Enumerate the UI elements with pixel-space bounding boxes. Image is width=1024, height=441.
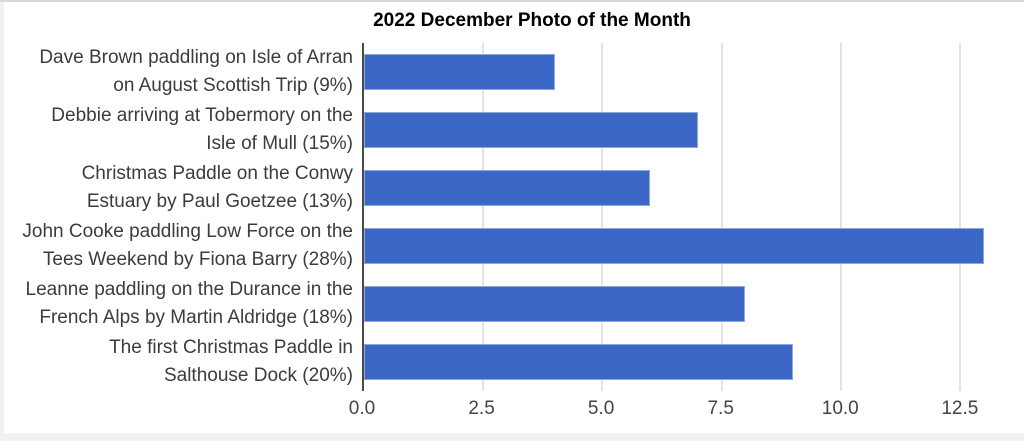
window-top-border	[0, 0, 1024, 2]
category-label: The first Christmas Paddle in Salthouse D…	[4, 333, 358, 391]
category-axis-labels: Dave Brown paddling on Isle of Arran on A…	[4, 43, 358, 391]
x-tick-label: 2.5	[468, 398, 495, 419]
bar[interactable]	[364, 54, 555, 90]
bar-row	[364, 101, 1022, 159]
category-label-line: Debbie arriving at Tobermory on the	[51, 105, 353, 126]
category-label-line: Dave Brown paddling on Isle of Arran	[39, 47, 353, 68]
bar[interactable]	[364, 344, 794, 380]
gridline	[959, 43, 961, 391]
category-label-line: John Cooke paddling Low Force on the	[22, 221, 353, 242]
x-tick-label: 12.5	[941, 398, 979, 419]
category-label-line: on August Scottish Trip (9%)	[113, 75, 353, 96]
x-axis-tick-labels: 0.0 2.5 5.0 7.5 10.0 12.5	[349, 398, 1022, 422]
category-label-line: Isle of Mull (15%)	[206, 133, 353, 154]
category-label-line: Christmas Paddle on the Conwy	[81, 163, 353, 184]
category-label-line: Estuary by Paul Goetzee (13%)	[86, 191, 353, 212]
bar-row	[364, 275, 1022, 333]
bar[interactable]	[364, 228, 984, 264]
x-tick-label: 0.0	[348, 398, 376, 419]
gridline	[601, 43, 604, 391]
x-tick-label: 10.0	[821, 398, 859, 419]
x-tick-label: 7.5	[707, 398, 734, 419]
category-label-line: Tees Weekend by Fiona Barry (28%)	[42, 249, 353, 270]
category-label-line: The first Christmas Paddle in	[109, 337, 353, 358]
bar-row	[364, 159, 1022, 217]
gridline	[839, 43, 842, 391]
category-label: Dave Brown paddling on Isle of Arran on A…	[4, 43, 358, 101]
category-label: John Cooke paddling Low Force on the Tees…	[4, 217, 358, 275]
category-label-line: Salthouse Dock (20%)	[163, 365, 353, 386]
chart-canvas: 2022 December Photo of the Month Dave Br…	[4, 2, 1024, 433]
bar-row	[364, 333, 1022, 391]
bar-row	[364, 43, 1022, 101]
x-tick-label: 5.0	[587, 398, 615, 419]
bars-layer	[364, 43, 1022, 391]
category-label: Debbie arriving at Tobermory on the Isle …	[4, 101, 358, 159]
category-label: Leanne paddling on the Durance in the Fre…	[4, 275, 358, 333]
category-label: Christmas Paddle on the Conwy Estuary by …	[4, 159, 358, 217]
bar[interactable]	[364, 286, 746, 322]
category-label-line: Leanne paddling on the Durance in the	[25, 279, 353, 300]
category-label-line: French Alps by Martin Aldridge (18%)	[39, 307, 353, 328]
gridline	[720, 43, 723, 391]
plot-area	[362, 43, 1022, 391]
bar[interactable]	[364, 112, 698, 148]
bar-row	[364, 217, 1022, 275]
chart-title: 2022 December Photo of the Month	[373, 10, 691, 31]
bar[interactable]	[364, 170, 651, 206]
gridline	[482, 43, 485, 391]
